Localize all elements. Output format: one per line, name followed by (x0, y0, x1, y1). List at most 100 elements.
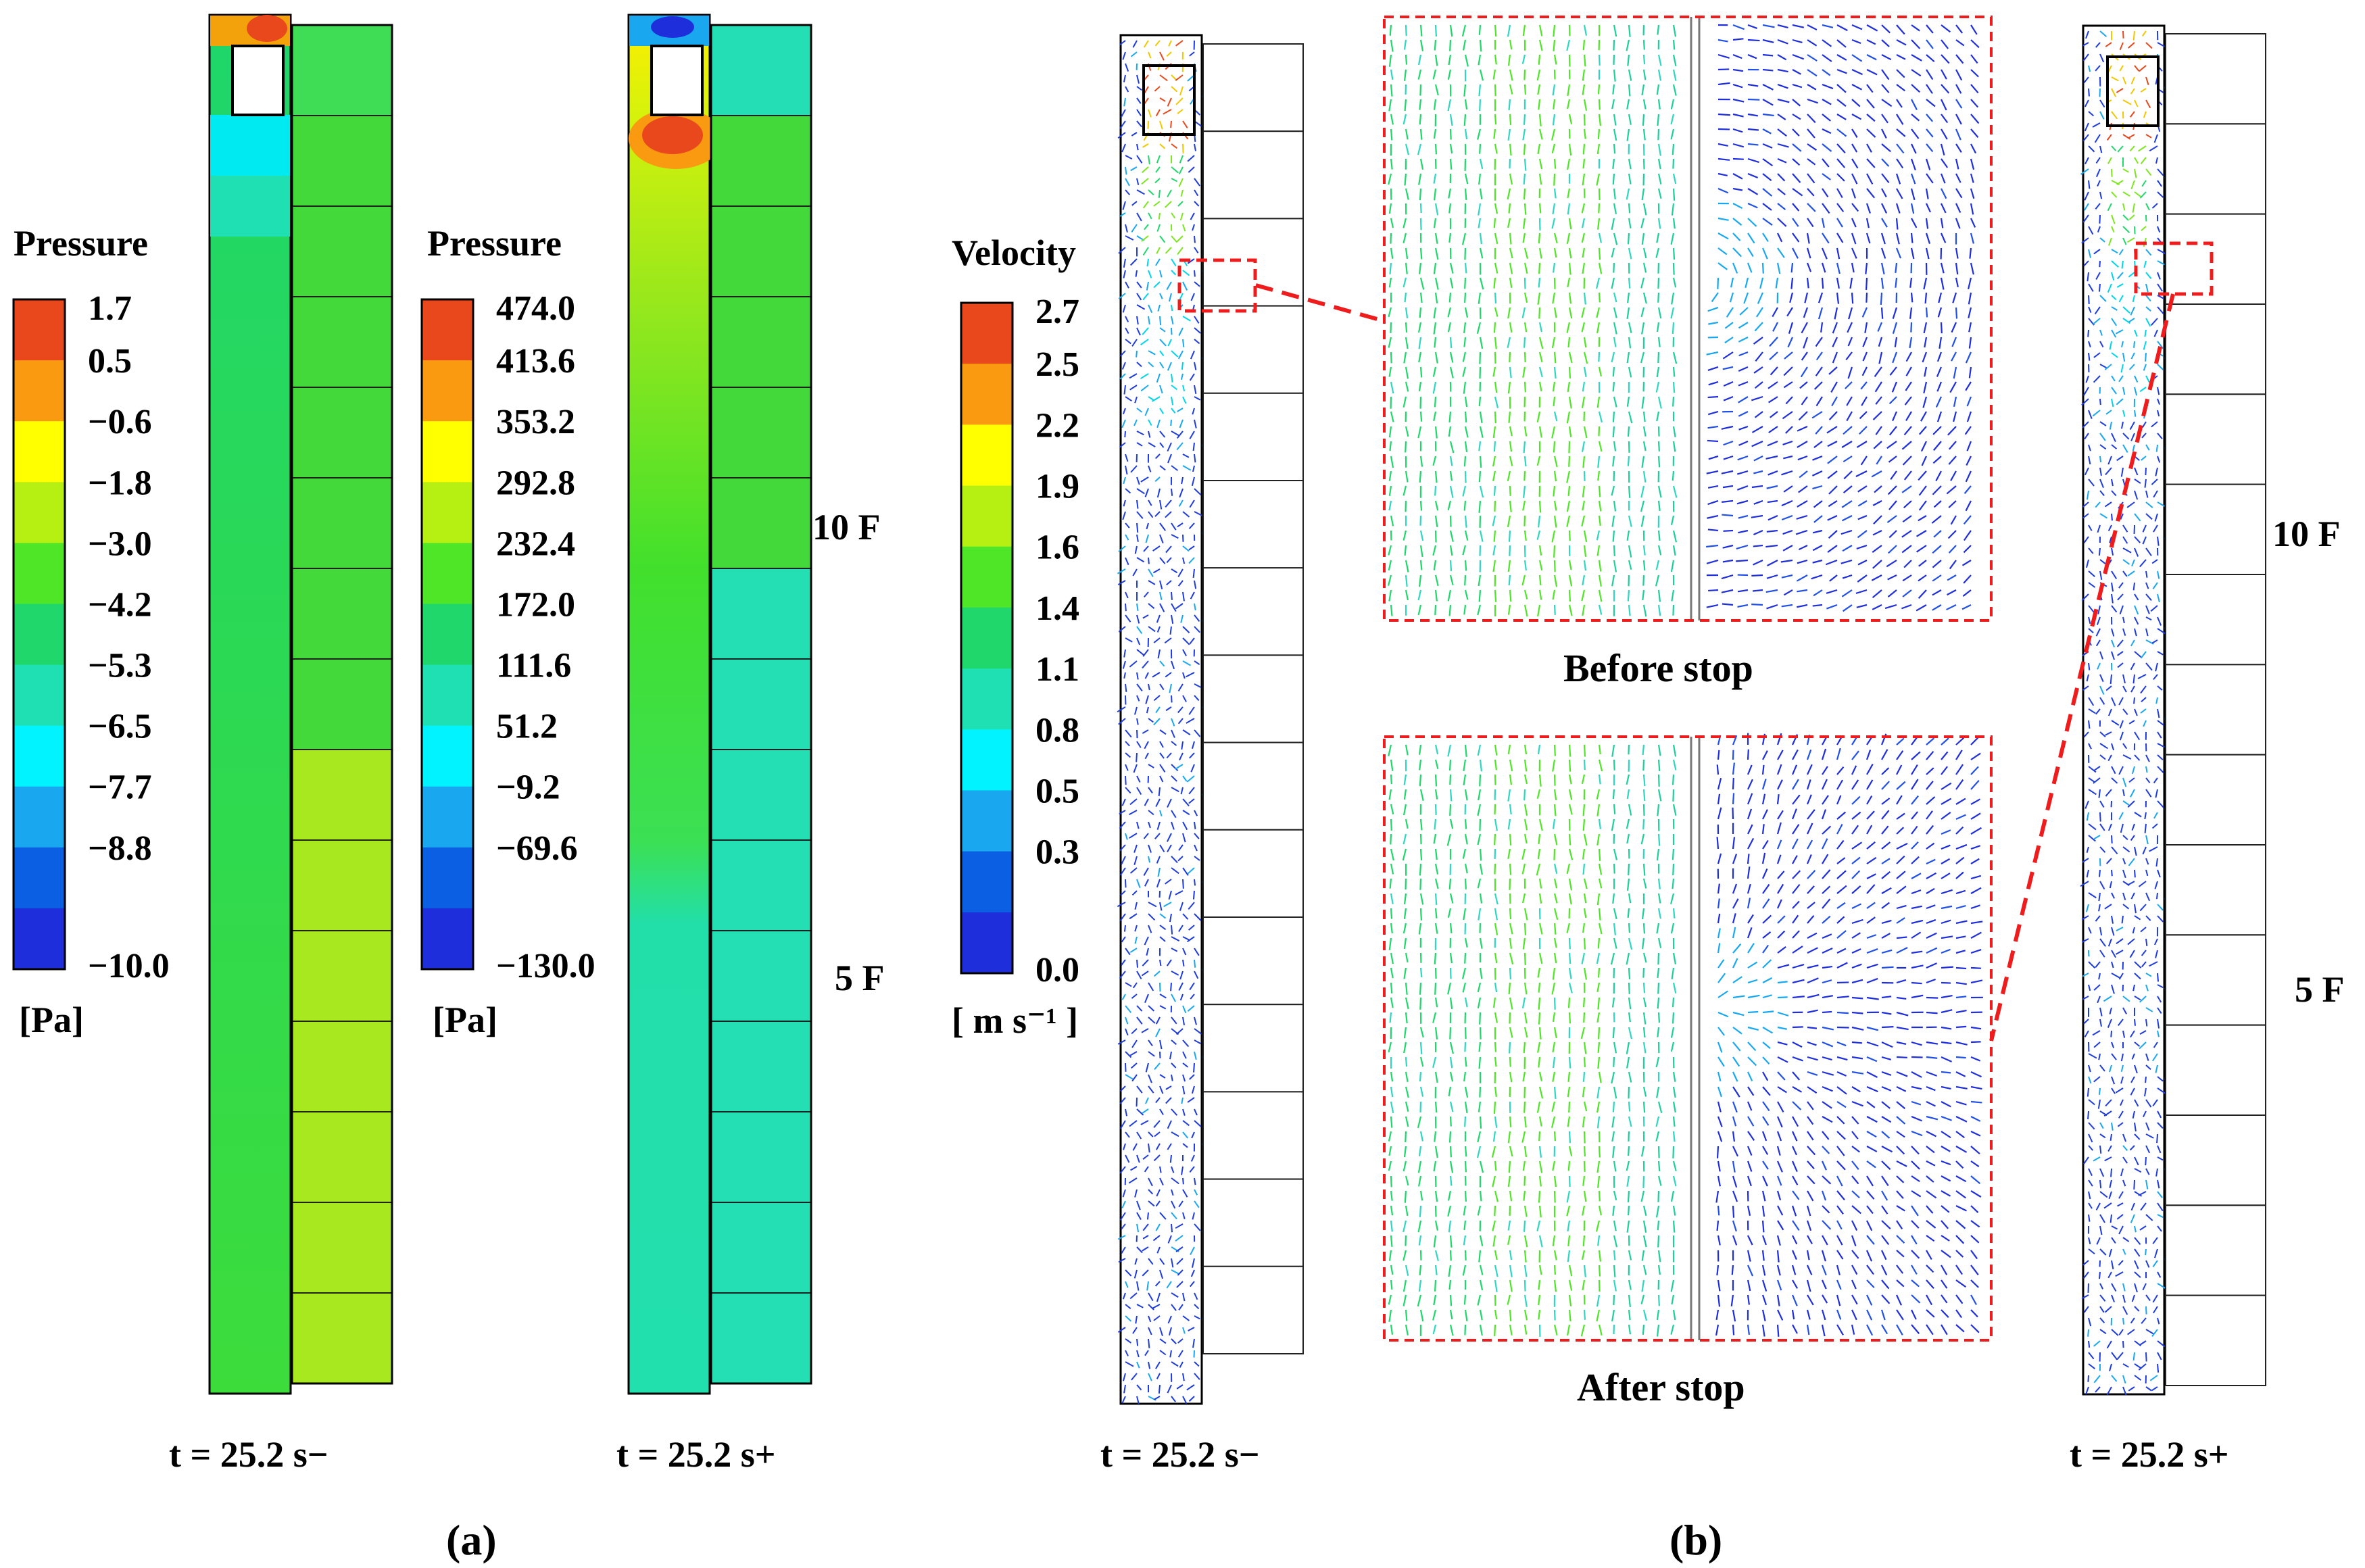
velocity-vector (1177, 568, 1184, 577)
zoom-vector (1918, 574, 1927, 582)
zoom-vector (1538, 1235, 1543, 1248)
zoom-vector (1736, 485, 1749, 491)
zoom-vector (1738, 351, 1749, 357)
velocity-vector (1187, 867, 1195, 875)
velocity-vector (2084, 122, 2089, 132)
zoom-vector (1753, 470, 1763, 474)
velocity-vector (1148, 270, 1152, 278)
zoom-vector (1597, 997, 1601, 1010)
zoom-vector (1827, 441, 1838, 447)
velocity-vector (1148, 902, 1157, 908)
velocity-vector (2111, 846, 2118, 855)
zoom-vector (1641, 937, 1645, 950)
zoom-vector (1583, 470, 1586, 481)
velocity-vector (2084, 433, 2089, 440)
velocity-vector (2122, 685, 2127, 693)
zoom-vector (1732, 1146, 1739, 1157)
velocity-vector (2120, 1053, 2124, 1062)
zoom-vector (1841, 441, 1853, 448)
velocity-vector (1177, 247, 1184, 255)
velocity-vector (2133, 697, 2135, 704)
velocity-vector (1167, 844, 1172, 853)
velocity-vector (1182, 1292, 1186, 1302)
velocity-vector (1125, 1315, 1132, 1322)
velocity-vector (1194, 235, 1196, 243)
zoom-vector (1970, 1160, 1980, 1167)
zoom-vector (1523, 188, 1526, 200)
zoom-vector (1672, 322, 1675, 335)
zoom-vector (1419, 456, 1423, 467)
zoom-vector (1717, 973, 1726, 983)
zoom-vector (1672, 426, 1676, 438)
zoom-vector (1836, 24, 1848, 32)
velocity-vector (2097, 1099, 2101, 1109)
zoom-vector (1642, 247, 1647, 259)
zoom-vector (1434, 574, 1439, 587)
zoom-vector (1859, 411, 1868, 420)
zoom-vector (1926, 1071, 1937, 1077)
zoom-vector (1538, 381, 1542, 391)
velocity-vector (2157, 1214, 2164, 1219)
velocity-vector (1131, 201, 1138, 206)
zoom-vector (1896, 917, 1905, 924)
zoom-vector (1538, 351, 1543, 363)
zoom-vector (1940, 143, 1945, 156)
velocity-floor-before-12 (1202, 305, 1304, 394)
zoom-vector (1538, 307, 1541, 319)
zoom-vector (1568, 530, 1571, 541)
velocity-vector (2122, 99, 2132, 105)
zoom-vector (1492, 560, 1496, 572)
velocity-vector (1171, 1292, 1179, 1298)
velocity-vector (1187, 1005, 1195, 1012)
velocity-vector (1119, 120, 1126, 129)
zoom-vector (1832, 337, 1838, 347)
zoom-vector (1492, 1131, 1496, 1142)
zoom-vector (1509, 1279, 1513, 1292)
zoom-vector (1626, 1042, 1630, 1054)
velocity-vector (2111, 226, 2115, 232)
velocity-vector (1182, 1039, 1190, 1048)
zoom-vector (1707, 485, 1719, 489)
velocity-vector (1123, 270, 1126, 278)
velocity-vector (1194, 1120, 1202, 1127)
zoom-vector (1655, 381, 1660, 393)
zoom-vector (1464, 789, 1468, 801)
zoom-vector (1925, 247, 1930, 260)
zoom-vector (1432, 366, 1437, 377)
zoom-vector (1946, 604, 1957, 611)
velocity-vector (1182, 879, 1184, 889)
zoom-vector (1970, 1146, 1980, 1155)
velocity-vector (1123, 385, 1126, 395)
velocity-vector (1171, 178, 1178, 182)
zoom-vector (1672, 1086, 1676, 1098)
pressure-after-legend-band-2 (422, 421, 473, 483)
velocity-vector (1186, 936, 1195, 943)
zoom-vector (1747, 1071, 1753, 1081)
zoom-vector (1762, 203, 1772, 211)
zoom-vector (1521, 997, 1526, 1008)
zoom-vector (1434, 1146, 1438, 1158)
velocity-legend-band-2 (961, 424, 1013, 487)
zoom-vector (1747, 83, 1759, 87)
velocity-vector (2157, 191, 2164, 198)
velocity-vector (2105, 685, 2112, 691)
velocity-vector (1179, 488, 1184, 498)
zoom-vector (1916, 545, 1927, 553)
zoom-vector (1767, 470, 1778, 476)
velocity-vector (1187, 1097, 1195, 1103)
zoom-vector (1521, 54, 1526, 64)
zoom-vector (1777, 54, 1787, 61)
zoom-vector (1419, 84, 1422, 96)
velocity-vector (2084, 99, 2089, 107)
zoom-vector (1955, 277, 1959, 288)
velocity-vector (1119, 844, 1126, 852)
zoom-vector (1941, 905, 1953, 910)
zoom-vector (1926, 947, 1938, 954)
velocity-vector (2151, 479, 2158, 485)
zoom-vector (1909, 277, 1913, 288)
pressure-after-legend-band-8 (422, 786, 473, 848)
zoom-vector (1405, 24, 1407, 36)
velocity-vector (1194, 683, 1201, 688)
zoom-vector (1626, 1160, 1630, 1171)
velocity-vector (1179, 1361, 1184, 1368)
